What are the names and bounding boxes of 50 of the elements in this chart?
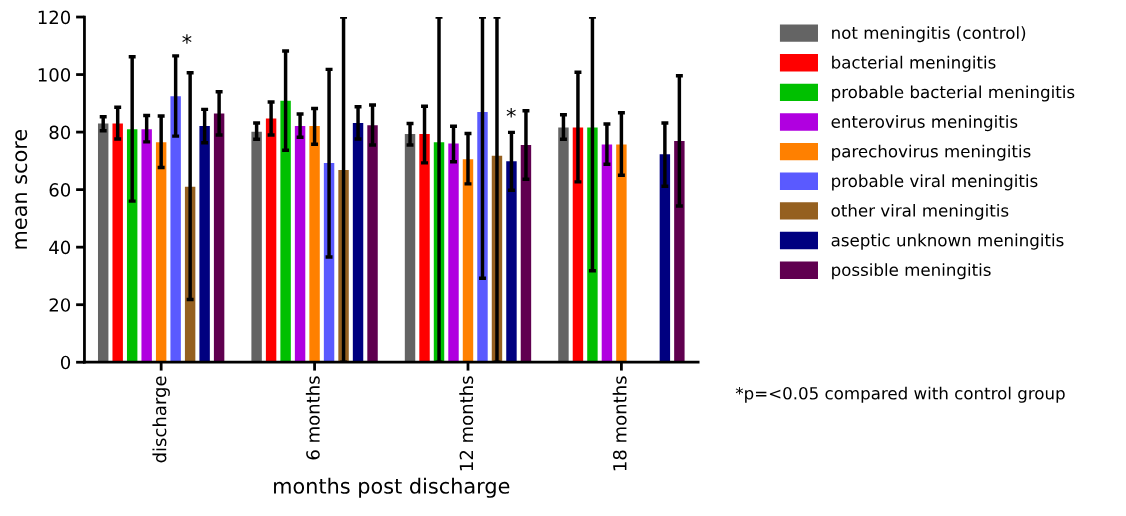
- bar: [309, 126, 320, 363]
- bar: [199, 126, 210, 363]
- bar: [280, 100, 291, 363]
- text: *p=<0.05 compared with control group: [735, 386, 1065, 403]
- x-tick-label: discharge: [152, 376, 170, 463]
- bar: [97, 123, 109, 363]
- legend-label: other viral meningitis: [831, 203, 1009, 221]
- bar: [558, 127, 569, 363]
- bar: [265, 118, 277, 363]
- bar: [674, 141, 685, 363]
- legend-label: aseptic unknown meningitis: [831, 233, 1064, 250]
- legend-label: bacterial meningitis: [832, 55, 996, 72]
- bar: [520, 145, 532, 363]
- bar: [616, 144, 627, 363]
- legend-label: enterovirus meningitis: [831, 115, 1018, 132]
- x-tick-label: 12 months: [459, 376, 474, 471]
- bar: [213, 113, 225, 363]
- bar: [251, 131, 262, 363]
- bar: [352, 122, 364, 363]
- bar: [506, 161, 517, 363]
- y-tick-label: 100: [38, 68, 71, 82]
- bar: [170, 96, 181, 363]
- legend-label: possible meningitis: [832, 263, 991, 280]
- bar: [367, 125, 378, 363]
- legend-label: probable viral meningitis: [832, 174, 1038, 191]
- bar: [462, 159, 474, 363]
- bar: [141, 129, 152, 363]
- legend-label: probable bacterial meningitis: [832, 85, 1075, 102]
- annotation: *: [506, 107, 516, 118]
- y-tick-label: 80: [49, 125, 71, 140]
- x-tick-label: 18 months: [612, 376, 627, 471]
- y-axis-title: mean score: [15, 129, 28, 249]
- x-tick-label: 6 months: [305, 376, 320, 460]
- y-tick-label: 0: [60, 355, 71, 370]
- bar: [659, 154, 671, 363]
- bar: [419, 134, 430, 363]
- annotation: *: [182, 34, 192, 44]
- y-tick-label: 20: [49, 298, 71, 312]
- bar: [448, 143, 459, 363]
- bar: [294, 126, 306, 363]
- bar: [155, 142, 167, 363]
- x-axis-title: months post discharge: [274, 477, 510, 498]
- y-tick-label: 120: [38, 10, 71, 25]
- bar: [404, 134, 416, 363]
- bar: [112, 123, 123, 363]
- y-tick-label: 40: [49, 240, 71, 255]
- y-tick-label: 60: [49, 183, 71, 197]
- bar: [601, 144, 613, 363]
- legend-label: not meningitis (control): [832, 26, 1026, 43]
- legend-label: parechovirus meningitis: [832, 144, 1031, 161]
